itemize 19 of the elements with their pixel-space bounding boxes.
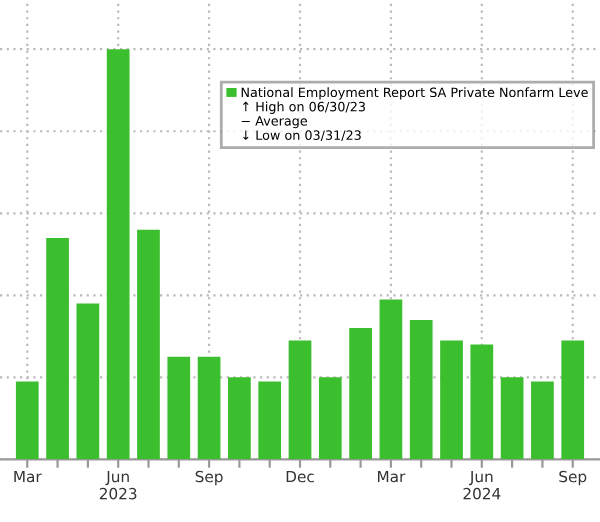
bar	[409, 319, 433, 460]
bar	[46, 237, 69, 460]
bar	[531, 381, 554, 460]
bar	[137, 229, 160, 460]
bar	[167, 356, 191, 460]
bar	[470, 344, 494, 460]
bar	[500, 377, 524, 460]
bar	[258, 381, 282, 460]
bar	[288, 340, 312, 460]
bar	[76, 303, 100, 460]
bar	[228, 377, 251, 460]
bar	[440, 340, 463, 460]
bar	[106, 49, 130, 460]
bar	[15, 381, 39, 460]
bar	[318, 377, 342, 460]
bar	[379, 299, 403, 460]
bar	[561, 340, 585, 460]
bar	[197, 356, 221, 460]
bar	[349, 328, 372, 460]
